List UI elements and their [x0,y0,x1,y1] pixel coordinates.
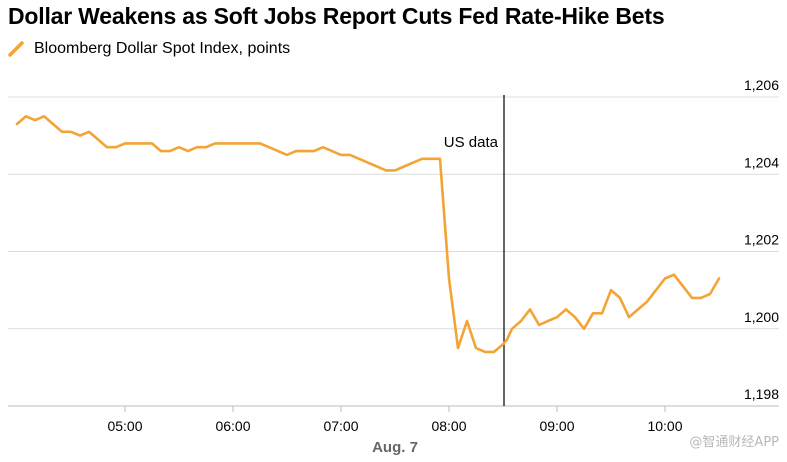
y-tick-label: 1,204 [744,154,779,170]
x-tick-label: 05:00 [107,418,142,434]
x-tick-label: 06:00 [215,418,250,434]
legend-label: Bloomberg Dollar Spot Index, points [34,40,291,57]
legend-line-icon [8,41,24,57]
x-axis-date-label: Aug. 7 [372,439,418,456]
y-tick-label: 1,206 [744,77,779,93]
x-tick-label: 07:00 [323,418,358,434]
series-line [15,115,721,354]
y-tick-label: 1,202 [744,232,779,248]
watermark: @智通财经APP [689,435,779,450]
y-tick-label: 1,198 [744,386,779,402]
annotation-label: US data [444,134,499,151]
x-tick-label: 09:00 [539,418,574,434]
y-tick-label: 1,200 [744,309,779,325]
x-tick-label: 08:00 [431,418,466,434]
legend: Bloomberg Dollar Spot Index, points [8,38,290,60]
chart-title: Dollar Weakens as Soft Jobs Report Cuts … [8,3,665,29]
x-tick-label: 10:00 [647,418,682,434]
